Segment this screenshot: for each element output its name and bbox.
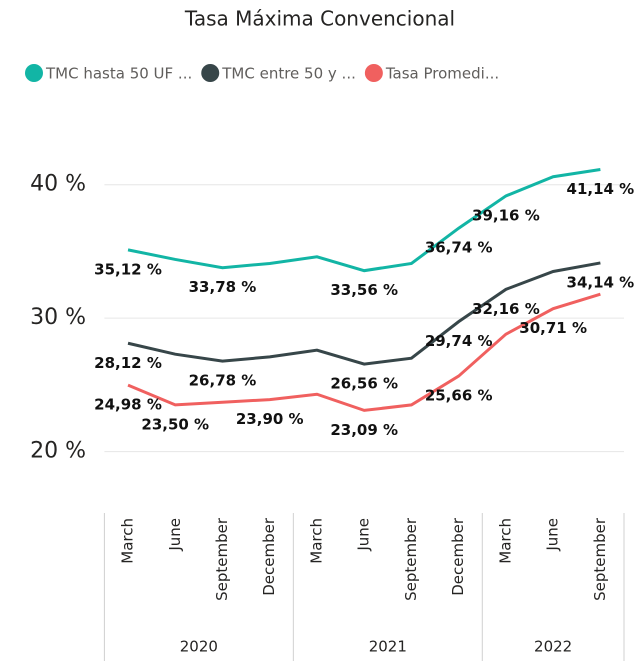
data-label: 23,90 %: [236, 410, 304, 428]
data-label: 28,12 %: [94, 354, 162, 372]
y-tick-label: 30 %: [30, 305, 86, 330]
x-group-label: 2021: [369, 638, 407, 656]
x-tick-label: March: [496, 518, 514, 564]
data-label: 35,12 %: [94, 260, 162, 278]
legend-label: TMC entre 50 y ...: [221, 65, 356, 83]
data-label: 36,74 %: [425, 239, 493, 257]
legend-marker: [25, 64, 43, 82]
series-line: [127, 261, 601, 366]
legend-label: TMC hasta 50 UF ...: [45, 65, 192, 83]
data-label: 33,78 %: [189, 278, 257, 296]
x-tick-label: June: [166, 518, 184, 552]
y-tick-label: 20 %: [30, 439, 86, 464]
x-tick-label: September: [591, 517, 609, 601]
x-group-label: 2022: [534, 638, 572, 656]
data-label: 26,56 %: [330, 375, 398, 393]
x-tick-label: June: [544, 518, 562, 552]
data-label: 33,56 %: [330, 281, 398, 299]
legend-marker: [201, 64, 220, 82]
x-tick-label: September: [213, 517, 231, 601]
data-label: 39,16 %: [472, 206, 540, 224]
x-tick-label: December: [260, 517, 278, 596]
data-label: 41,14 %: [567, 180, 635, 198]
x-tick-label: March: [119, 518, 137, 564]
data-label: 25,66 %: [425, 387, 493, 405]
legend-marker: [364, 64, 383, 82]
data-label: 26,78 %: [189, 372, 257, 390]
x-tick-label: March: [307, 518, 325, 564]
data-label: 34,14 %: [567, 273, 635, 291]
y-tick-label: 40 %: [30, 172, 86, 197]
chart-title: Tasa Máxima Convencional: [184, 7, 455, 31]
series-line: [127, 292, 601, 412]
data-label: 29,74 %: [425, 332, 493, 350]
data-label: 32,16 %: [472, 300, 540, 318]
series-line: [127, 168, 601, 273]
data-label: 24,98 %: [94, 396, 162, 414]
data-label: 23,09 %: [330, 421, 398, 439]
x-tick-label: December: [449, 517, 467, 596]
legend-label: Tasa Promedi...: [385, 65, 499, 83]
x-tick-label: September: [402, 517, 420, 601]
data-label: 23,50 %: [141, 415, 209, 433]
x-group-label: 2020: [180, 638, 218, 656]
x-tick-label: June: [355, 518, 373, 552]
data-label: 30,71 %: [519, 319, 587, 337]
